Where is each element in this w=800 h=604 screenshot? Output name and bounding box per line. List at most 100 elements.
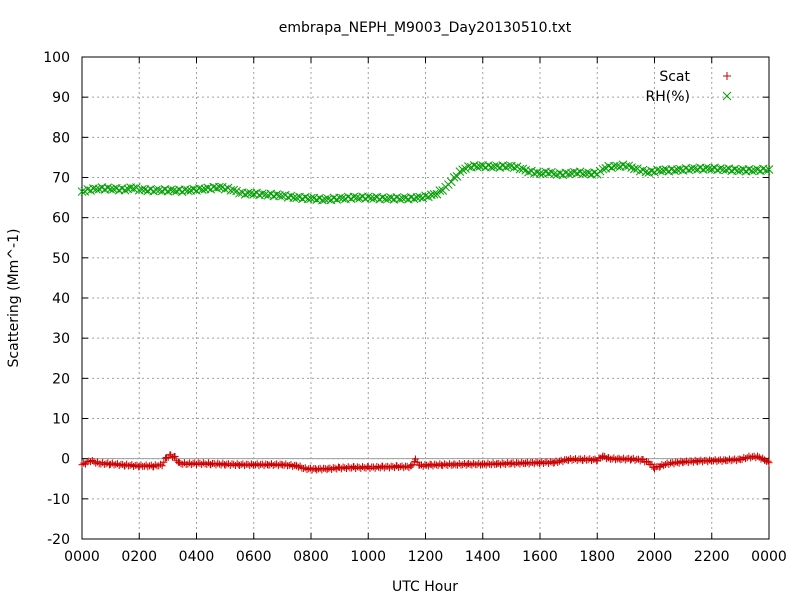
data-point	[761, 456, 769, 464]
x-tick-label: 2000	[637, 549, 673, 565]
data-point	[215, 182, 224, 192]
data-point	[91, 184, 101, 194]
data-point	[201, 460, 209, 468]
data-point	[429, 189, 439, 199]
data-point	[752, 454, 760, 462]
data-point	[349, 192, 359, 202]
data-point	[452, 172, 462, 181]
data-point	[648, 460, 656, 468]
x-tick-label: 0200	[121, 549, 157, 565]
data-point	[196, 459, 204, 467]
legend-label: Scat	[659, 69, 690, 85]
data-point	[171, 452, 179, 460]
y-tick-label: -20	[47, 532, 70, 548]
y-axis-label: Scattering (Mm^-1)	[6, 229, 22, 368]
data-point	[748, 453, 756, 461]
data-point	[113, 460, 121, 468]
data-point	[757, 455, 765, 463]
data-point	[729, 456, 737, 464]
data-point	[338, 193, 347, 203]
data-point	[764, 165, 774, 174]
data-point	[618, 160, 628, 170]
data-point	[363, 192, 373, 202]
data-point	[257, 189, 267, 199]
series-layer	[77, 160, 774, 474]
data-point	[235, 188, 244, 198]
data-point	[621, 162, 631, 171]
y-tick-label: 60	[52, 211, 70, 227]
data-point	[189, 459, 197, 467]
data-point	[177, 187, 187, 197]
data-point	[287, 461, 295, 469]
x-tick-label: 0600	[236, 549, 272, 565]
data-point	[515, 164, 525, 174]
data-point	[230, 460, 238, 468]
data-point	[411, 455, 419, 463]
legend-marker	[723, 72, 731, 80]
y-tick-label: 90	[52, 90, 70, 106]
data-point	[395, 194, 405, 204]
data-point	[670, 460, 678, 468]
data-point	[294, 463, 302, 471]
data-point	[110, 461, 118, 469]
data-point	[715, 456, 723, 464]
data-point	[718, 457, 726, 465]
data-point	[409, 461, 417, 469]
data-point	[730, 164, 740, 174]
data-point	[146, 462, 154, 470]
data-point	[695, 457, 703, 465]
data-point	[472, 162, 482, 172]
data-point	[306, 193, 316, 203]
y-tick-label: 70	[52, 171, 70, 187]
data-point	[272, 190, 282, 199]
data-point	[86, 186, 95, 195]
data-point	[765, 459, 773, 467]
data-point	[381, 194, 390, 204]
data-point	[458, 165, 468, 175]
data-point	[183, 186, 193, 195]
data-point	[128, 461, 136, 469]
data-point	[435, 186, 445, 195]
y-tick-label: -10	[47, 492, 70, 508]
data-point	[655, 166, 665, 176]
data-point	[575, 167, 585, 177]
y-tick-label: 30	[52, 331, 70, 347]
data-point	[137, 185, 147, 194]
data-point	[754, 452, 762, 460]
data-point	[547, 167, 556, 177]
data-point	[158, 462, 166, 470]
data-point	[212, 183, 221, 193]
data-point	[389, 463, 397, 471]
data-point	[732, 457, 740, 465]
data-point	[346, 194, 356, 204]
legend: Scat RH(%)	[646, 69, 732, 105]
data-point	[407, 462, 415, 470]
data-point	[761, 165, 771, 175]
x-tick-label: 0800	[293, 549, 329, 565]
data-point	[215, 460, 223, 468]
y-tick-label: 20	[52, 371, 70, 387]
data-point	[332, 195, 342, 204]
data-point	[292, 193, 302, 203]
x-tick-label: 1800	[579, 549, 615, 565]
legend-label: RH(%)	[646, 89, 690, 105]
data-point	[469, 161, 479, 170]
data-point	[282, 460, 290, 468]
data-point	[278, 191, 287, 201]
data-point	[501, 162, 511, 172]
y-tick-label: 80	[52, 130, 70, 146]
y-tick-label: 10	[52, 412, 70, 428]
data-point	[80, 459, 88, 467]
data-point	[670, 166, 679, 176]
y-axis: -20 -10 0 10 20 30 40 50 60 70 80 90 100	[43, 50, 769, 548]
data-point	[642, 457, 650, 465]
data-point	[77, 187, 87, 196]
x-tick-label: 1000	[350, 549, 386, 565]
data-point	[509, 163, 519, 173]
data-point	[535, 169, 545, 178]
data-point	[300, 192, 310, 202]
data-point	[524, 167, 533, 177]
data-point	[636, 457, 644, 465]
data-point	[243, 188, 253, 198]
